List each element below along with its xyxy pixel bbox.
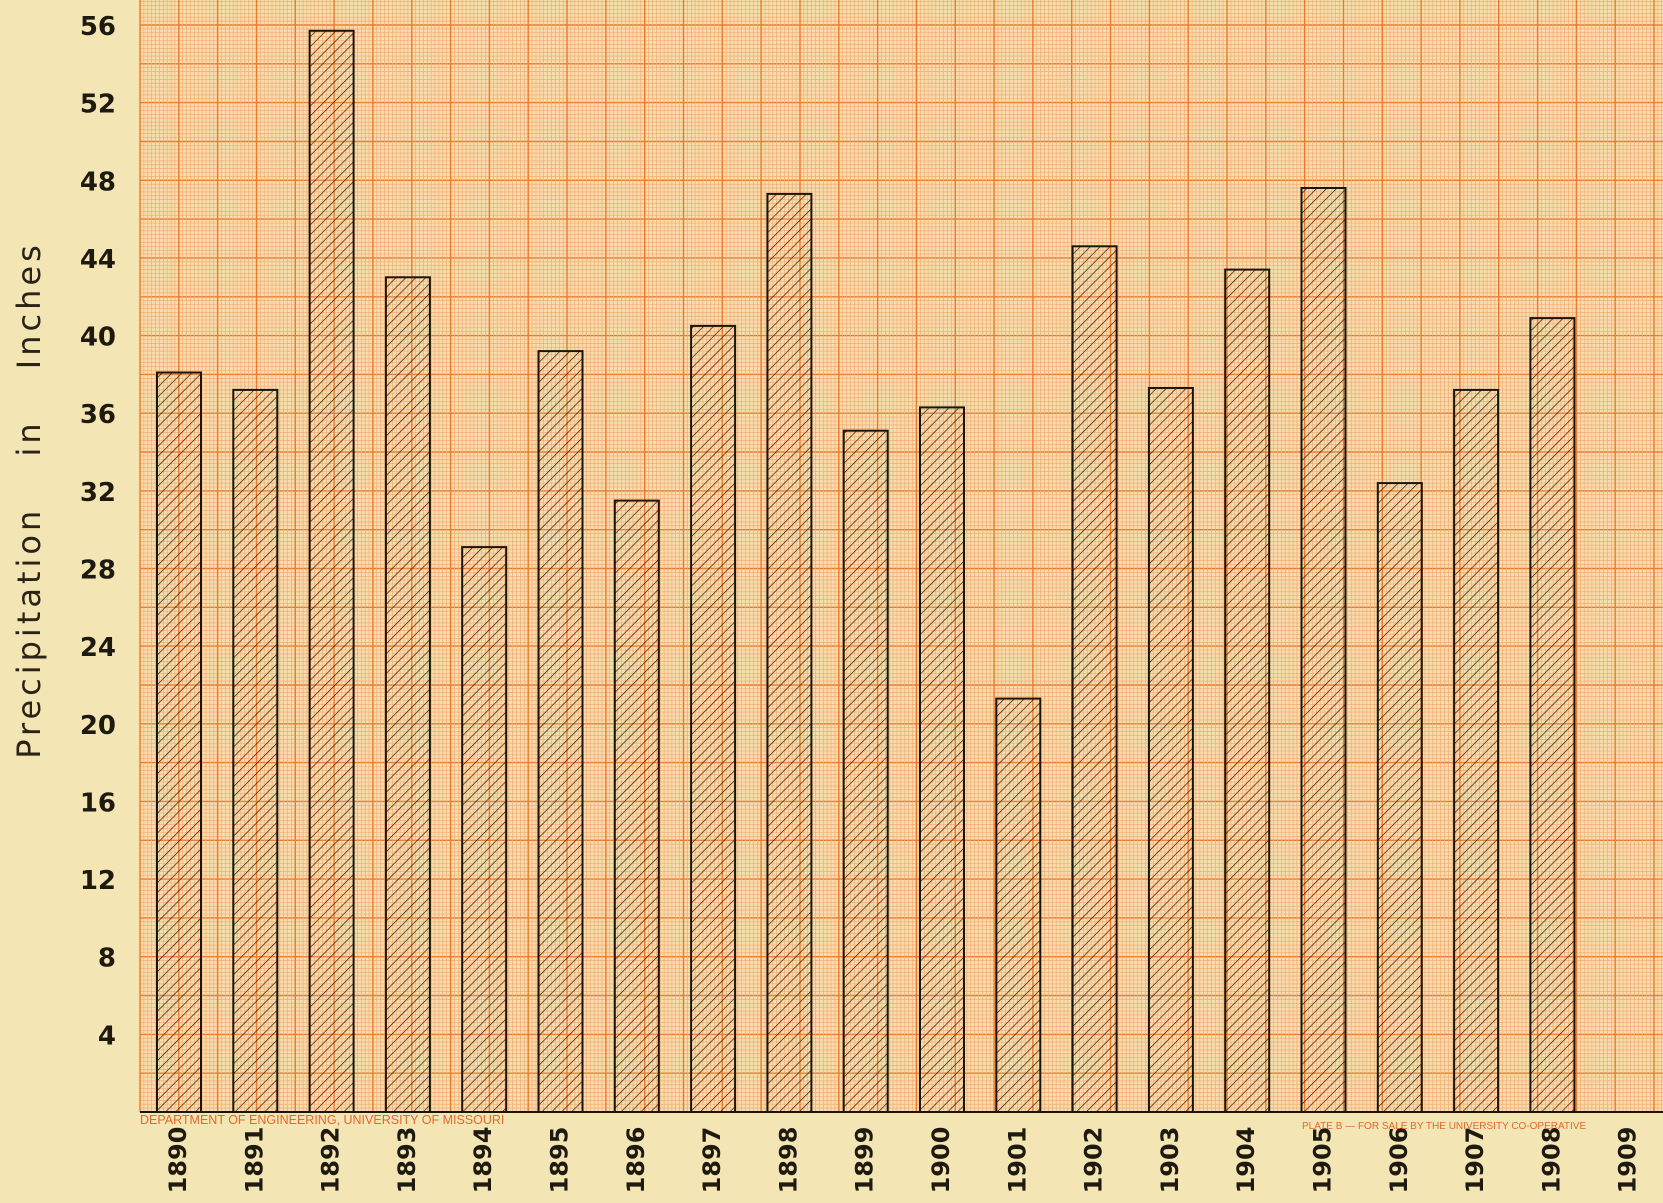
x-tick-1909: 1909	[1614, 1127, 1642, 1194]
bar-1900	[919, 406, 965, 1113]
y-tick-36: 36	[80, 400, 116, 430]
bar-1899	[842, 429, 889, 1113]
bar-1892	[308, 29, 355, 1113]
x-tick-1894: 1894	[469, 1127, 497, 1194]
bar-1896	[613, 499, 660, 1114]
bar-1901	[995, 697, 1042, 1113]
y-tick-40: 40	[80, 323, 116, 353]
x-tick-1898: 1898	[774, 1127, 802, 1194]
bars-group	[156, 29, 1576, 1114]
bar-1904	[1224, 268, 1271, 1114]
bar-1890	[156, 371, 202, 1113]
bar-1895	[537, 350, 584, 1114]
x-tick-1908: 1908	[1537, 1127, 1565, 1194]
bar-1906	[1376, 482, 1423, 1114]
y-tick-16: 16	[80, 788, 116, 818]
x-tick-1897: 1897	[698, 1127, 726, 1194]
x-tick-1900: 1900	[927, 1127, 955, 1194]
x-tick-1892: 1892	[317, 1127, 345, 1194]
x-tick-1891: 1891	[240, 1127, 268, 1194]
footer-right-text: PLATE B — FOR SALE BY THE UNIVERSITY CO-…	[1302, 1121, 1586, 1132]
x-tick-1906: 1906	[1385, 1127, 1413, 1194]
graph-paper-grid	[139, 0, 1663, 1113]
x-tick-1901: 1901	[1003, 1127, 1031, 1194]
y-tick-56: 56	[80, 12, 116, 42]
bar-1903	[1147, 387, 1194, 1113]
y-axis-label: Precipitation in Inches	[10, 241, 48, 758]
bar-1905	[1300, 187, 1347, 1113]
x-tick-1899: 1899	[851, 1127, 879, 1194]
x-tick-1890: 1890	[164, 1127, 192, 1194]
y-tick-12: 12	[80, 866, 116, 896]
bar-1891	[232, 388, 279, 1113]
x-tick-1905: 1905	[1309, 1127, 1337, 1194]
bar-1907	[1453, 388, 1500, 1113]
x-tick-1896: 1896	[622, 1127, 650, 1194]
x-tick-1902: 1902	[1080, 1127, 1108, 1194]
y-tick-4: 4	[98, 1021, 116, 1051]
footer-left-text: DEPARTMENT OF ENGINEERING, UNIVERSITY OF…	[140, 1113, 504, 1127]
bar-1898	[766, 192, 813, 1113]
bar-1908	[1529, 317, 1576, 1114]
bar-1902	[1071, 245, 1118, 1114]
x-tick-1907: 1907	[1461, 1127, 1489, 1194]
y-tick-32: 32	[80, 478, 116, 508]
x-tick-labels: 1890 1891 1892 1893 1894 1895 1896 1897 1898 1899…	[164, 1127, 1642, 1194]
x-tick-1904: 1904	[1232, 1127, 1260, 1194]
y-tick-52: 52	[80, 90, 116, 120]
y-tick-48: 48	[80, 167, 116, 197]
y-tick-8: 8	[98, 944, 116, 974]
bar-1897	[690, 324, 737, 1113]
x-tick-1903: 1903	[1156, 1127, 1184, 1194]
x-tick-1893: 1893	[393, 1127, 421, 1194]
y-tick-24: 24	[80, 633, 116, 663]
bar-1894	[461, 546, 508, 1113]
x-tick-1895: 1895	[546, 1127, 574, 1194]
bar-1893	[384, 276, 431, 1113]
y-tick-28: 28	[80, 556, 116, 586]
y-tick-20: 20	[80, 711, 116, 741]
y-tick-44: 44	[80, 245, 116, 275]
